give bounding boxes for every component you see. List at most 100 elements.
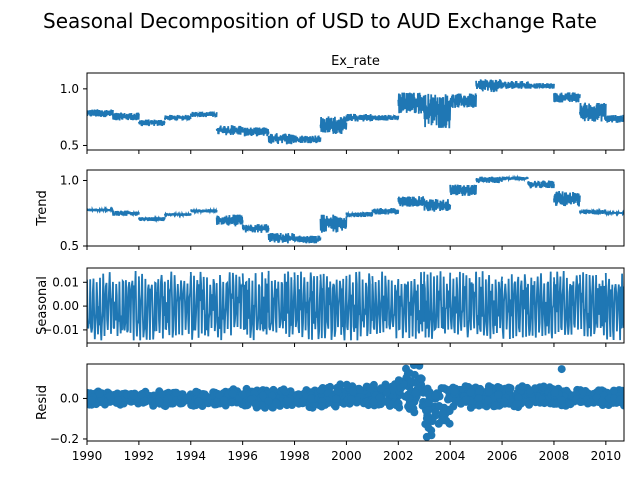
ex-rate-segment	[87, 109, 114, 118]
xtick-label: 2002	[383, 449, 414, 463]
xtick-label: 1998	[279, 449, 310, 463]
seasonal-cycle	[163, 271, 192, 338]
resid-point	[333, 387, 342, 396]
panel-resid: 0.0 −0.2 1990 1992 1994 1996 1998 2000 2002 2004 2…	[35, 363, 625, 463]
trend-segment	[449, 184, 477, 197]
resid-point	[264, 397, 273, 406]
resid-point	[129, 391, 138, 400]
xtick-label: 1996	[227, 449, 258, 463]
seasonal-cycle	[423, 271, 452, 339]
ex-rate-segment	[553, 92, 581, 103]
trend-segment	[163, 210, 192, 219]
trend-segment	[241, 224, 270, 233]
trend-ytick-label: 0.5	[60, 239, 79, 253]
xtick-label: 2004	[435, 449, 466, 463]
ex-rate-segment	[345, 113, 374, 122]
panel-trend: 1.0 0.5 Trend	[35, 169, 625, 253]
seasonal-cycle	[501, 274, 529, 340]
trend-ytick-label: 1.0	[60, 173, 79, 187]
resid-point	[332, 394, 341, 403]
seasonal-axes-frame	[86, 267, 625, 344]
ex-rate-segment	[501, 80, 529, 89]
resid-point	[550, 388, 559, 397]
seasonal-cycle	[189, 271, 218, 340]
trend-segment	[112, 209, 140, 218]
resid-point	[395, 403, 404, 412]
resid-point	[375, 393, 384, 402]
resid-point	[594, 386, 603, 395]
trend-segment	[319, 214, 348, 233]
resid-point	[316, 386, 325, 395]
chart-title: Seasonal Decomposition of USD to AUD Exc…	[43, 9, 597, 33]
resid-point	[512, 400, 521, 408]
resid-point	[283, 397, 292, 406]
trend-segment	[553, 190, 581, 207]
resid-point	[431, 408, 440, 417]
trend-series	[87, 174, 624, 244]
resid-point	[114, 396, 123, 405]
seasonal-cycle	[87, 272, 114, 341]
trend-segment	[87, 205, 114, 214]
ex-rate-segment	[475, 79, 503, 93]
trend-segment	[215, 214, 244, 227]
resid-outlier	[557, 365, 566, 374]
panels-group: 1.0 0.5 Ex_rate 1.0 0.5 Trend 0.01 0.00 −0.01Sea…	[35, 54, 625, 463]
resid-point	[424, 399, 433, 408]
resid-point	[293, 397, 301, 406]
resid-point	[377, 384, 386, 393]
trend-segment	[138, 214, 166, 224]
resid-point	[592, 393, 601, 402]
ex-rate-axes-frame	[86, 72, 625, 151]
resid-point	[298, 397, 307, 406]
resid-point	[475, 401, 483, 410]
resid-outlier	[422, 432, 431, 441]
xtick-label: 1992	[124, 449, 155, 463]
resid-point	[576, 397, 585, 406]
trend-segment	[527, 180, 555, 189]
resid-point	[215, 391, 224, 399]
ex-rate-segment	[319, 116, 348, 135]
resid-point	[494, 391, 503, 399]
resid-point	[411, 388, 420, 397]
xtick-label: 2006	[487, 449, 518, 463]
resid-point	[484, 387, 493, 396]
resid-point	[484, 396, 493, 405]
resid-ytick-label: −0.2	[50, 432, 79, 446]
resid-point	[366, 384, 375, 393]
resid-point	[615, 395, 624, 404]
ex-rate-segment	[397, 92, 426, 114]
seasonal-ytick-label: 0.01	[52, 275, 79, 289]
trend-segment	[267, 232, 296, 244]
seasonal-cycle	[293, 271, 322, 340]
ex-rate-segment	[138, 119, 166, 127]
resid-point	[526, 386, 535, 395]
seasonal-cycle	[112, 270, 140, 341]
ex-rate-ytick-label: 1.0	[60, 82, 79, 96]
resid-point	[500, 397, 509, 406]
trend-segment	[190, 206, 218, 216]
resid-point	[228, 398, 237, 407]
ex-rate-segment	[241, 127, 270, 137]
resid-point	[401, 392, 410, 401]
resid-series	[87, 364, 624, 441]
resid-point	[257, 401, 266, 410]
resid-point	[355, 386, 364, 394]
seasonal-cycle	[604, 272, 624, 341]
resid-point	[566, 400, 575, 409]
resid-point	[424, 406, 433, 414]
resid-point	[183, 393, 192, 402]
seasonal-cycle	[397, 271, 426, 339]
ex-rate-ytick-label: 0.5	[60, 138, 79, 152]
trend-segment	[397, 196, 426, 207]
ex-rate-segment	[423, 93, 452, 129]
trend-segment	[293, 235, 322, 244]
xtick-label: 2010	[591, 449, 622, 463]
xtick-label: 1994	[175, 449, 206, 463]
seasonal-ytick-label: −0.01	[42, 323, 79, 337]
resid-point	[475, 387, 484, 396]
resid-point	[431, 391, 440, 400]
seasonal-cycle	[267, 270, 296, 338]
resid-point	[557, 396, 566, 405]
ex-rate-segment	[267, 133, 296, 145]
ex-rate-segment	[293, 135, 322, 144]
